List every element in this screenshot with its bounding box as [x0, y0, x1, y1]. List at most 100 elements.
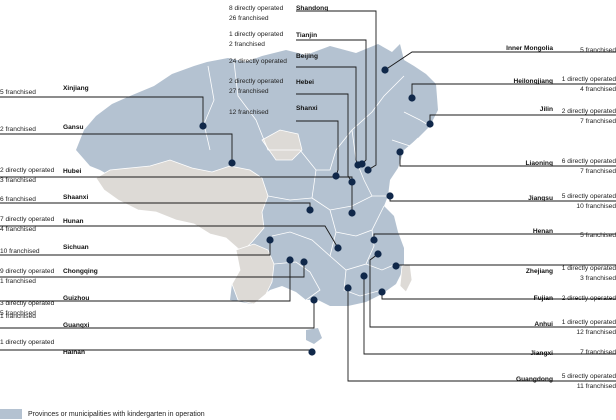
location-dot-shaanxi: [306, 206, 314, 214]
province-name-jiangsu: Jiangsu: [528, 195, 553, 202]
province-count-shanxi: 12 franchised: [229, 109, 269, 116]
province-name-anhui: Anhui: [534, 321, 553, 328]
province-count-hebei: 2 directly operated: [229, 78, 284, 85]
location-dot-beijing: [354, 161, 362, 169]
province-count-sichuan: 10 franchised: [0, 248, 40, 255]
province-count-liaoning: 6 directly operated: [562, 158, 616, 165]
province-count-jiangsu: 10 franchised: [576, 203, 616, 210]
location-dots: [199, 66, 434, 356]
leader-line-sichuan: [0, 240, 271, 256]
province-count-xinjiang: 5 franchised: [0, 89, 36, 96]
province-name-shandong: Shandong: [296, 5, 328, 12]
province-labels: Shandong 8 directly operated 26 franchised…: [0, 5, 616, 390]
province-count-guangdong: 11 franchised: [577, 383, 616, 390]
province-count-chongqing: 1 franchised: [0, 278, 36, 285]
location-dot-fujian: [378, 288, 386, 296]
location-dot-jiangsu: [386, 192, 394, 200]
leader-line-liaoning: [399, 152, 616, 167]
location-dot-shanxi: [332, 172, 340, 180]
leader-line-gansu: [0, 133, 233, 163]
location-dot-guangxi: [310, 296, 318, 304]
province-name-guangdong: Guangdong: [516, 376, 553, 383]
province-name-guizhou: Guizhou: [63, 295, 89, 302]
leader-line-chongqing: [0, 262, 305, 278]
leader-line-jiangxi: [363, 276, 616, 355]
province-count-gansu: 2 franchised: [0, 126, 36, 133]
province-name-inner-mongolia: Inner Mongolia: [506, 45, 553, 52]
leader-line-anhui: [369, 253, 616, 328]
province-count-jiangsu: 5 directly operated: [562, 193, 616, 200]
province-name-sichuan: Sichuan: [63, 244, 89, 251]
leader-line-guizhou: [0, 260, 291, 302]
province-count-hebei: 27 franchised: [229, 88, 269, 95]
map-land: [76, 44, 438, 344]
legend-text: Provinces or municipalities with kinderg…: [28, 410, 205, 418]
province-name-hubei: Hubei: [63, 168, 81, 175]
province-name-jilin: Jilin: [540, 106, 553, 113]
province-count-henan: 5 franchised: [580, 232, 616, 239]
legend: Provinces or municipalities with kinderg…: [0, 408, 616, 420]
region-not-operated-yunnan: [231, 243, 275, 305]
location-dot-shandong: [364, 166, 372, 174]
province-count-hunan: 7 directly operated: [0, 216, 55, 223]
leader-lines: [0, 10, 616, 382]
province-count-heilongjiang: 1 directly operated: [562, 76, 616, 83]
region-not-operated-taiwan: [399, 263, 413, 293]
province-name-hunan: Hunan: [63, 218, 84, 225]
leader-line-guangdong: [347, 288, 616, 382]
leader-line-hubei: [0, 176, 353, 213]
province-count-inner-mongolia: 5 franchised: [580, 47, 616, 54]
province-name-hebei: Hebei: [296, 79, 314, 86]
region-not-operated-north: [261, 129, 303, 161]
province-count-shaanxi: 6 franchised: [0, 196, 36, 203]
leader-line-hainan: [0, 349, 313, 352]
province-name-liaoning: Liaoning: [526, 160, 553, 167]
province-count-tianjin: 2 franchised: [229, 41, 265, 48]
province-name-hainan: Hainan: [63, 349, 85, 356]
province-count-hubei: 2 directly operated: [0, 167, 55, 174]
province-name-guangxi: Guangxi: [63, 322, 90, 329]
province-name-beijing: Beijing: [296, 53, 318, 60]
leader-line-shandong: [296, 10, 377, 171]
province-count-tianjin: 1 directly operated: [229, 31, 284, 38]
province-count-jilin: 2 directly operated: [562, 108, 616, 115]
location-dot-zhejiang: [392, 262, 400, 270]
leader-line-heilongjiang: [411, 83, 616, 98]
location-dot-gansu: [228, 159, 236, 167]
province-count-fujian: 2 directly operated: [562, 295, 616, 302]
location-dot-hainan: [308, 348, 316, 356]
location-dot-jiangxi: [360, 272, 368, 280]
province-count-beijing: 24 directly operated: [229, 58, 287, 65]
location-dot-hebei: [348, 178, 356, 186]
province-count-guangxi: 1 franchised: [0, 313, 36, 320]
legend-swatch: [0, 409, 22, 419]
region-not-operated-west: [95, 159, 269, 253]
location-dot-xinjiang: [199, 122, 207, 130]
province-name-fujian: Fujian: [534, 295, 553, 302]
location-dot-sichuan: [266, 236, 274, 244]
province-name-shanxi: Shanxi: [296, 105, 318, 112]
province-name-gansu: Gansu: [63, 124, 84, 131]
province-name-jiangxi: Jiangxi: [530, 350, 553, 357]
province-name-heilongjiang: Heilongjiang: [513, 78, 553, 85]
leader-line-guangxi: [0, 300, 315, 329]
province-count-chongqing: 9 directly operated: [0, 268, 55, 275]
province-count-liaoning: 7 franchised: [580, 168, 616, 175]
location-dot-heilongjiang: [408, 94, 416, 102]
location-dot-henan: [370, 236, 378, 244]
province-count-shandong: 8 directly operated: [229, 5, 284, 12]
province-name-zhejiang: Zhejiang: [526, 268, 553, 275]
province-count-heilongjiang: 4 franchised: [580, 86, 616, 93]
location-dot-hubei: [348, 209, 356, 217]
location-dot-guizhou: [286, 256, 294, 264]
province-count-jilin: 7 franchised: [580, 118, 616, 125]
leader-line-inner-mongolia: [384, 51, 616, 71]
province-count-hubei: 3 franchised: [0, 177, 36, 184]
hainan-island: [306, 328, 322, 344]
location-dot-chongqing: [300, 258, 308, 266]
province-count-guizhou: 3 directly operated: [0, 300, 55, 307]
location-dot-jilin: [426, 120, 434, 128]
location-dot-guangdong: [344, 284, 352, 292]
